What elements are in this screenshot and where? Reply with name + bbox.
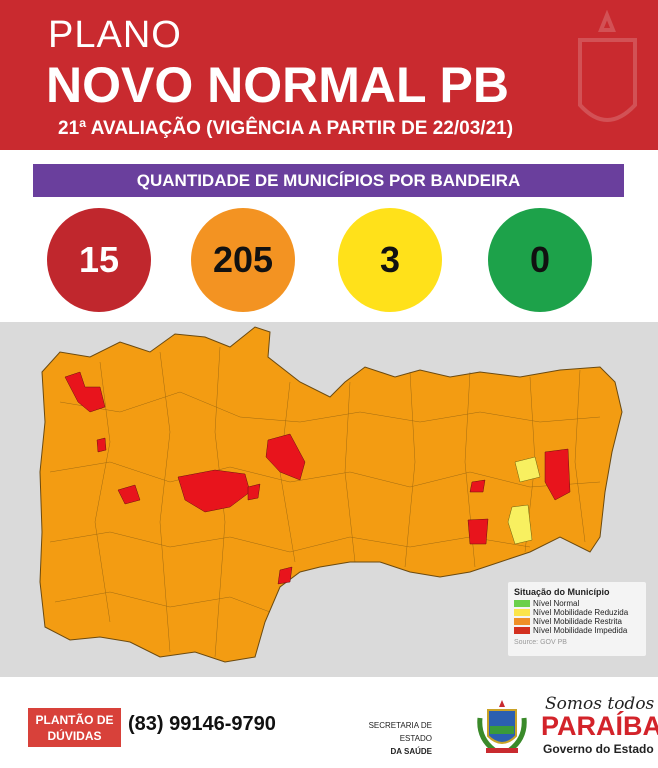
reduzida-municipalities bbox=[507, 456, 541, 545]
red-patch bbox=[277, 566, 293, 585]
red-patch bbox=[96, 437, 107, 453]
red-patch bbox=[544, 448, 571, 501]
legend-label: Nível Mobilidade Reduzida bbox=[533, 608, 629, 617]
secretaria-line1: SECRETARIA DE ESTADO bbox=[368, 721, 432, 743]
state-outline bbox=[39, 326, 623, 663]
plantao-duvidas-badge: PLANTÃO DE DÚVIDAS bbox=[28, 708, 121, 747]
legend-item: Nível Normal bbox=[514, 599, 640, 608]
red-patch bbox=[177, 469, 251, 513]
legend-item: Nível Mobilidade Reduzida bbox=[514, 608, 640, 617]
legend-label: Nível Mobilidade Impedida bbox=[533, 626, 628, 635]
legend-source: Source: GOV PB bbox=[514, 639, 567, 646]
count-red: 15 bbox=[47, 208, 151, 312]
title-main: NOVO NORMAL PB bbox=[46, 57, 509, 113]
red-patch bbox=[117, 484, 141, 505]
header: PLANO NOVO NORMAL PB 21ª AVALIAÇÃO (VIGÊ… bbox=[0, 0, 658, 150]
map-area: Situação do Município Nível Normal Nível … bbox=[0, 322, 658, 677]
legend-swatch bbox=[514, 627, 530, 634]
yellow-patch bbox=[507, 504, 533, 545]
legend-swatch bbox=[514, 609, 530, 616]
legend-label: Nível Mobilidade Restrita bbox=[533, 617, 622, 626]
subtitle: 21ª AVALIAÇÃO (VIGÊNCIA A PARTIR DE 22/0… bbox=[58, 118, 514, 139]
phone-number[interactable]: (83) 99146-9790 bbox=[128, 713, 276, 735]
red-patch bbox=[467, 518, 489, 545]
legend-item: Nível Mobilidade Restrita bbox=[514, 617, 640, 626]
count-yellow: 3 bbox=[338, 208, 442, 312]
red-patch bbox=[469, 479, 486, 493]
paraiba-map bbox=[39, 326, 623, 663]
secretaria-line2: DA SAÚDE bbox=[390, 747, 432, 756]
red-patch bbox=[265, 433, 306, 481]
map-legend: Situação do Município Nível Normal Nível … bbox=[508, 582, 646, 656]
count-orange: 205 bbox=[191, 208, 295, 312]
state-seal-watermark bbox=[578, 10, 637, 122]
legend-swatch bbox=[514, 618, 530, 625]
legend-swatch bbox=[514, 600, 530, 607]
municipality-borders bbox=[49, 346, 601, 658]
legend-label: Nível Normal bbox=[533, 599, 580, 608]
legend-title: Situação do Município bbox=[514, 587, 610, 597]
secretaria-saude: SECRETARIA DE ESTADO DA SAÚDE bbox=[340, 719, 432, 758]
red-patch bbox=[64, 371, 106, 413]
title-plano: PLANO bbox=[48, 14, 182, 56]
legend-item: Nível Mobilidade Impedida bbox=[514, 626, 640, 635]
slogan: Somos todos bbox=[545, 694, 655, 714]
paraiba-logo: PARAÍBA bbox=[541, 711, 658, 741]
red-patch bbox=[247, 483, 261, 501]
count-green: 0 bbox=[488, 208, 592, 312]
section-banner: QUANTIDADE DE MUNICÍPIOS POR BANDEIRA bbox=[33, 164, 624, 197]
governo-label: Governo do Estado bbox=[543, 742, 654, 756]
coat-of-arms-icon bbox=[477, 700, 527, 753]
impedida-municipalities bbox=[64, 371, 571, 585]
yellow-patch bbox=[514, 456, 541, 483]
